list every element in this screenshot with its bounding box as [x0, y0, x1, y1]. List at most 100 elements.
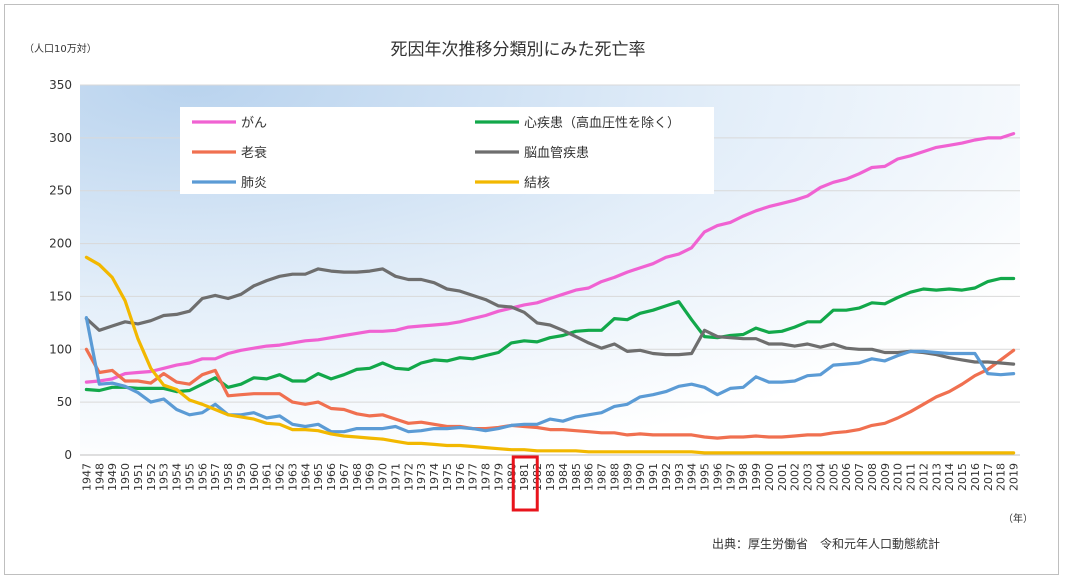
x-tick-label: 2003 — [802, 463, 815, 491]
series-line — [84, 316, 1016, 434]
x-tick-label: 2002 — [789, 463, 802, 491]
series-line — [84, 255, 1016, 455]
y-tick-label: 150 — [49, 289, 72, 303]
x-tick-label: 1958 — [222, 463, 235, 491]
x-tick-label: 1976 — [454, 463, 467, 491]
x-tick-label: 1967 — [338, 463, 351, 491]
x-tick-label: 2015 — [956, 463, 969, 491]
x-tick-label: 1994 — [686, 463, 699, 491]
source-note: 出典：厚生労働省 令和元年人口動態統計 — [712, 536, 940, 551]
x-tick-label: 1983 — [544, 463, 557, 491]
legend-box — [180, 107, 714, 194]
legend-label: 結核 — [524, 176, 550, 191]
y-tick-label: 300 — [49, 131, 72, 145]
highlight-box — [511, 455, 539, 512]
x-tick-label: 1984 — [557, 463, 570, 491]
legend-label: がん — [241, 116, 267, 131]
y-tick-label: 50 — [57, 395, 72, 409]
x-tick-label: 1960 — [248, 463, 261, 491]
x-tick-label: 1949 — [106, 463, 119, 491]
x-tick-label: 1956 — [196, 463, 209, 491]
legend-label: 脳血管疾患 — [524, 146, 589, 161]
y-tick-label: 0 — [64, 448, 72, 462]
y-tick-label: 250 — [49, 184, 72, 198]
series-line — [84, 267, 1016, 366]
x-tick-label: 1961 — [261, 463, 274, 491]
x-tick-label: 2011 — [905, 463, 918, 491]
x-tick-label: 2013 — [930, 463, 943, 491]
x-tick-label: 2001 — [776, 463, 789, 491]
x-tick-label: 1987 — [596, 463, 609, 491]
x-tick-label: 2016 — [969, 463, 982, 491]
series-line — [84, 347, 1016, 440]
x-tick-label: 1993 — [673, 463, 686, 491]
x-tick-label: 2005 — [827, 463, 840, 491]
x-tick-label: 1962 — [274, 463, 287, 491]
chart-frame — [4, 4, 1059, 575]
x-tick-label: 1998 — [737, 463, 750, 491]
x-tick-label: 1951 — [132, 463, 145, 491]
x-tick-label: 1965 — [312, 463, 325, 491]
x-tick-label: 1968 — [351, 463, 364, 491]
x-tick-label: 2007 — [853, 463, 866, 491]
x-tick-label: 1977 — [467, 463, 480, 491]
x-tick-label: 1981 — [518, 463, 531, 491]
x-tick-label: 2014 — [943, 463, 956, 491]
x-tick-label: 1978 — [480, 463, 493, 491]
x-tick-label: 1955 — [183, 463, 196, 491]
series-line — [84, 132, 1016, 384]
series-line — [84, 276, 1016, 394]
x-tick-label: 1948 — [93, 463, 106, 491]
x-tick-label: 1947 — [80, 463, 93, 491]
x-tick-label: 1996 — [711, 463, 724, 491]
x-tick-label: 1989 — [621, 463, 634, 491]
legend-label: 老衰 — [241, 145, 267, 161]
y-axis-unit-label: （人口10万対） — [24, 42, 97, 55]
x-tick-label: 1974 — [428, 463, 441, 491]
x-tick-label: 1952 — [145, 463, 158, 491]
x-tick-label: 1959 — [235, 463, 248, 491]
x-tick-label: 2008 — [866, 463, 879, 491]
x-tick-label: 1975 — [441, 463, 454, 491]
x-tick-label: 1953 — [158, 463, 171, 491]
x-tick-label: 2012 — [917, 463, 930, 491]
x-tick-label: 1997 — [724, 463, 737, 491]
x-tick-label: 1988 — [608, 463, 621, 491]
x-tick-label: 2010 — [892, 463, 905, 491]
x-tick-label: 1963 — [286, 463, 299, 491]
x-tick-label: 1973 — [415, 463, 428, 491]
x-tick-label: 2017 — [982, 463, 995, 491]
legend-label: 肺炎 — [241, 176, 267, 191]
x-tick-label: 1990 — [634, 463, 647, 491]
chart-title: 死因年次推移分類別にみた死亡率 — [391, 40, 646, 60]
x-tick-label: 1986 — [583, 463, 596, 491]
x-tick-label: 1985 — [570, 463, 583, 491]
legend-label: 心疾患（高血圧性を除く） — [524, 115, 680, 131]
x-tick-label: 1991 — [647, 463, 660, 491]
x-tick-label: 1992 — [660, 463, 673, 491]
x-tick-label: 1954 — [171, 463, 184, 491]
y-tick-label: 100 — [49, 342, 72, 356]
x-tick-label: 1972 — [402, 463, 415, 491]
x-tick-label: 1957 — [209, 463, 222, 491]
x-tick-label: 2004 — [814, 463, 827, 491]
x-tick-label: 2000 — [763, 463, 776, 491]
x-tick-label: 2006 — [840, 463, 853, 491]
x-tick-label: 1964 — [299, 463, 312, 491]
x-tick-label: 1966 — [325, 463, 338, 491]
x-tick-label: 1999 — [750, 463, 763, 491]
x-tick-label: 1950 — [119, 463, 132, 491]
x-tick-label: 1971 — [389, 463, 402, 491]
x-tick-label: 1995 — [699, 463, 712, 491]
x-tick-label: 1970 — [377, 463, 390, 491]
x-tick-label: 2018 — [995, 463, 1008, 491]
x-tick-label: 1969 — [364, 463, 377, 491]
y-tick-label: 200 — [49, 237, 72, 251]
y-tick-label: 350 — [49, 78, 72, 92]
x-tick-label: 2009 — [879, 463, 892, 491]
x-axis-unit-label: （年） — [1003, 512, 1033, 525]
series-lines — [84, 132, 1016, 455]
